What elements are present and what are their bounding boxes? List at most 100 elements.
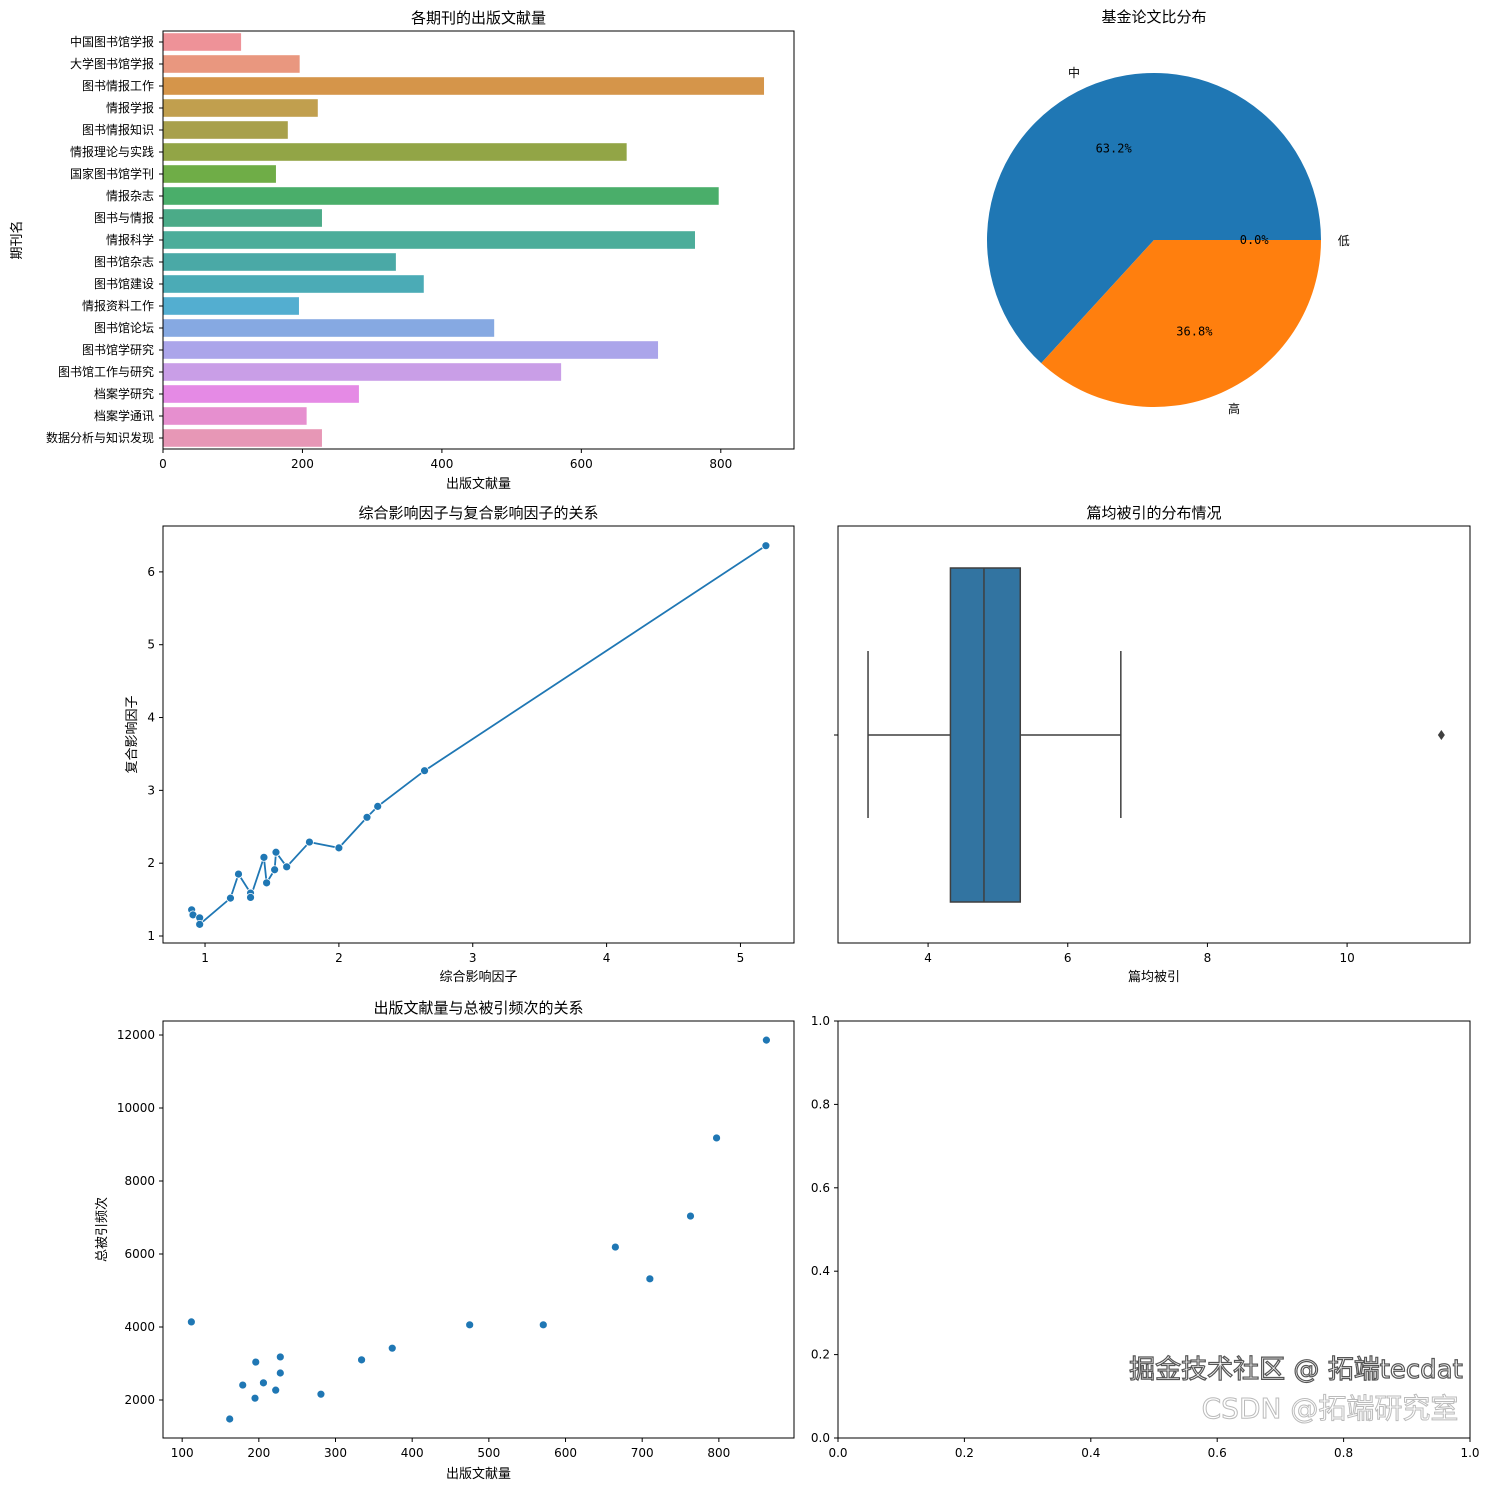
scatter-point <box>251 1357 261 1367</box>
scatter-point <box>316 1389 326 1399</box>
scatter-xtick-label: 400 <box>401 1446 424 1460</box>
bar-xtick-label: 600 <box>570 457 593 471</box>
line-point <box>761 541 771 551</box>
empty-xtick-label: 0.0 <box>828 1446 847 1460</box>
line-ytick-label: 2 <box>147 856 155 870</box>
pie-slice-label: 高 <box>1228 401 1240 416</box>
bar <box>163 407 307 425</box>
scatter-point <box>275 1352 285 1362</box>
scatter-point <box>186 1317 196 1327</box>
pie-chart-title: 基金论文比分布 <box>1101 8 1206 26</box>
scatter-ytick-label: 8000 <box>124 1174 155 1188</box>
empty-xtick-label: 0.8 <box>1334 1446 1353 1460</box>
scatter-xtick-label: 200 <box>247 1446 270 1460</box>
scatter-ytick-label: 2000 <box>124 1393 155 1407</box>
scatter-ytick-label: 4000 <box>124 1320 155 1334</box>
line-point <box>334 843 344 853</box>
scatter-axes-frame <box>162 1020 795 1439</box>
empty-xtick-label: 0.2 <box>955 1446 974 1460</box>
bar-chart-title: 各期刊的出版文献量 <box>411 9 546 27</box>
pie-slice-label: 中 <box>1068 65 1080 80</box>
bar <box>163 33 242 51</box>
bar-category-label: 图书馆工作与研究 <box>58 364 154 379</box>
scatter-point <box>538 1320 548 1330</box>
scatter-xtick-label: 500 <box>477 1446 500 1460</box>
line-point <box>362 812 372 822</box>
scatter-chart-title: 出版文献量与总被引频次的关系 <box>373 999 583 1017</box>
bar-category-label: 情报杂志 <box>106 188 154 203</box>
line-x-axis-label: 综合影响因子 <box>439 969 517 985</box>
scatter-x-axis-label: 出版文献量 <box>446 1467 511 1482</box>
bar-category-label: 情报资料工作 <box>82 298 154 313</box>
scatter-point <box>275 1368 285 1378</box>
empty-ytick-label: 0.6 <box>811 1181 830 1195</box>
bar-category-label: 档案学通讯 <box>94 408 154 423</box>
line-point <box>262 878 272 888</box>
line-xtick-label: 4 <box>603 951 611 965</box>
bar <box>163 341 659 359</box>
scatter-point <box>465 1320 475 1330</box>
empty-ytick-label: 0.0 <box>811 1431 830 1445</box>
bar-category-label: 情报科学 <box>106 232 154 247</box>
bar <box>163 385 359 403</box>
pie-slice <box>987 73 1321 364</box>
pie-slice-label: 低 <box>1338 234 1350 248</box>
bar-category-label: 图书情报知识 <box>82 122 154 137</box>
empty-ytick-label: 0.4 <box>811 1264 830 1278</box>
line-axes-frame <box>162 525 795 944</box>
empty-ytick-label: 0.8 <box>811 1097 830 1111</box>
bar <box>163 55 300 73</box>
scatter-point <box>645 1274 655 1284</box>
bar-category-label: 图书馆论坛 <box>94 320 154 335</box>
scatter-point <box>259 1378 268 1388</box>
pie-percent-label: 0.0% <box>1240 233 1270 247</box>
bar-xtick-label: 0 <box>159 457 167 471</box>
scatter-ytick-label: 10000 <box>117 1101 155 1115</box>
scatter-xtick-label: 700 <box>631 1446 654 1460</box>
line-xtick-label: 5 <box>737 951 745 965</box>
line-ytick-label: 3 <box>147 783 155 797</box>
pie-percent-label: 63.2% <box>1096 141 1133 155</box>
scatter-xtick-label: 600 <box>554 1446 577 1460</box>
bar-category-label: 情报理论与实践 <box>70 144 154 159</box>
box-outlier <box>1437 730 1445 740</box>
empty-ytick-label: 1.0 <box>811 1014 830 1028</box>
box-plot-avg-citations <box>834 525 1471 944</box>
bar-category-label: 档案学研究 <box>94 386 154 401</box>
bar <box>163 187 719 205</box>
scatter-point <box>686 1211 695 1221</box>
bar-category-label: 数据分析与知识发现 <box>46 430 154 445</box>
scatter-y-axis-label: 总被引频次 <box>94 1197 110 1262</box>
scatter-point <box>250 1393 260 1403</box>
line-point <box>270 865 280 875</box>
line-chart-impact-factors <box>162 525 795 944</box>
line-xtick-label: 3 <box>469 951 477 965</box>
bar <box>163 231 695 249</box>
scatter-point <box>610 1242 620 1252</box>
line-ytick-label: 4 <box>147 711 155 725</box>
bar-category-label: 图书馆学研究 <box>82 342 154 357</box>
empty-ytick-label: 0.2 <box>811 1348 830 1362</box>
scatter-ytick-label: 6000 <box>124 1247 155 1261</box>
bar <box>163 121 288 139</box>
watermark-csdn: CSDN @拓端研究室 <box>1202 1392 1459 1425</box>
bar <box>163 77 765 95</box>
box-xtick-label: 6 <box>1064 951 1072 965</box>
scatter-point <box>712 1133 721 1143</box>
empty-xtick-label: 1.0 <box>1460 1446 1479 1460</box>
bar <box>163 319 495 337</box>
bar-x-axis-label: 出版文献量 <box>446 477 511 492</box>
line-point <box>234 869 243 879</box>
bar-category-label: 情报学报 <box>106 100 154 115</box>
scatter-point <box>271 1385 281 1395</box>
bar-category-label: 图书与情报 <box>94 210 154 225</box>
bar-category-label: 图书馆杂志 <box>94 254 154 269</box>
empty-xtick-label: 0.6 <box>1208 1446 1227 1460</box>
scatter-chart-citations <box>162 1020 795 1439</box>
line-ytick-label: 5 <box>147 638 155 652</box>
bar-category-label: 中国图书馆学报 <box>70 34 154 49</box>
line-y-axis-label: 复合影响因子 <box>124 695 140 773</box>
line-point <box>195 919 205 929</box>
scatter-xtick-label: 300 <box>324 1446 347 1460</box>
bar-category-label: 图书馆建设 <box>94 276 154 291</box>
